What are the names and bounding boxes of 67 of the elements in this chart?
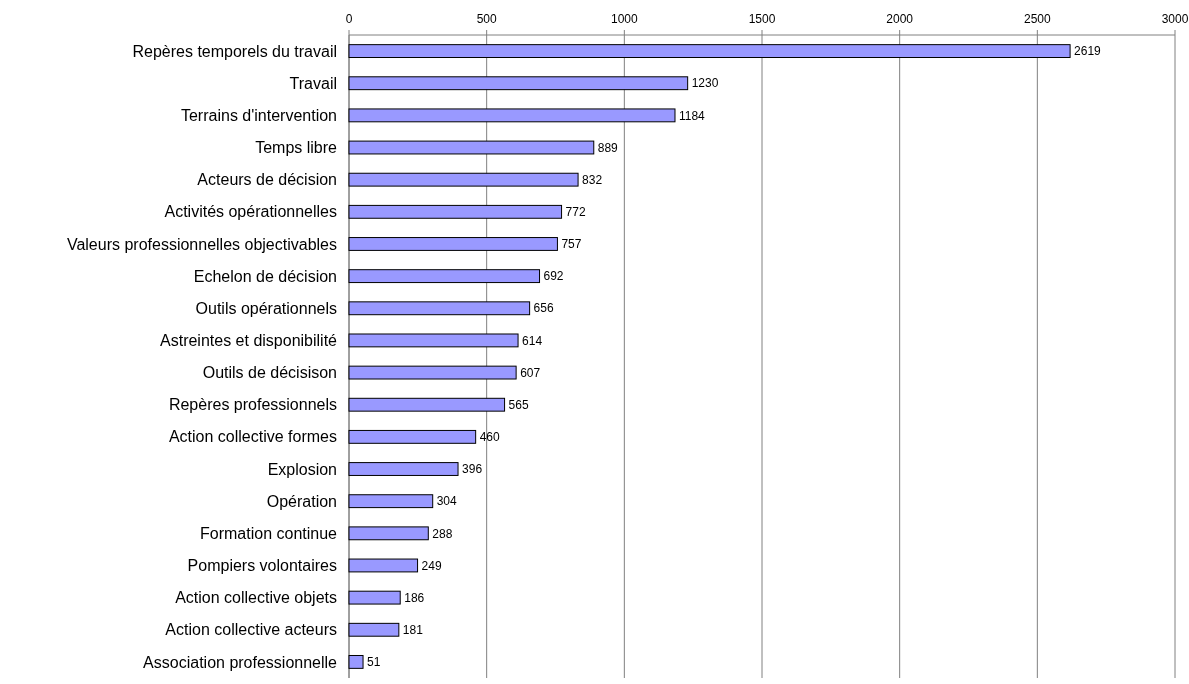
bar	[348, 365, 517, 380]
data-label: 607	[520, 365, 541, 380]
bar	[348, 590, 401, 605]
x-tick-label: 2500	[1023, 12, 1051, 26]
y-tick-label: Temps libre	[255, 139, 338, 157]
bar	[348, 237, 558, 251]
data-label: 565	[508, 397, 529, 412]
bar	[348, 108, 676, 123]
y-tick-label: Activités opérationnelles	[164, 203, 337, 221]
data-label: 832	[582, 172, 603, 187]
x-tick-label: 2000	[886, 12, 914, 26]
data-label: 1184	[678, 108, 706, 123]
bar	[348, 269, 541, 284]
x-tick-label: 3000	[1161, 12, 1189, 26]
data-label: 396	[462, 462, 483, 477]
bar	[348, 622, 400, 637]
y-tick-label: Outils de décisison	[202, 364, 337, 382]
bar	[348, 44, 1071, 59]
x-tick-label: 1000	[610, 12, 638, 26]
bar	[348, 558, 419, 573]
bar	[348, 429, 477, 444]
data-label: 304	[436, 494, 458, 509]
bar	[348, 494, 434, 509]
x-tick-label: 500	[476, 12, 497, 26]
y-tick-label: Echelon de décision	[193, 267, 337, 285]
data-label: 288	[432, 526, 453, 541]
data-label: 757	[561, 237, 582, 252]
y-tick-label: Repères temporels du travail	[132, 42, 337, 60]
x-tick-label: 1500	[748, 12, 776, 26]
x-tick-label: 0	[345, 12, 353, 26]
data-label: 656	[533, 301, 554, 316]
y-tick-label: Action collective formes	[168, 428, 337, 446]
data-label: 889	[597, 140, 619, 155]
bar	[348, 76, 689, 91]
data-label: 249	[421, 558, 442, 573]
data-label: 181	[402, 622, 424, 637]
y-tick-label: Terrains d'intervention	[180, 106, 337, 124]
bar	[348, 301, 531, 316]
y-tick-label: Astreintes et disponibilité	[160, 332, 338, 350]
bar	[348, 397, 506, 412]
y-tick-label: Valeurs professionnelles objectivables	[66, 235, 337, 253]
data-label: 51	[367, 655, 381, 670]
data-label: 1230	[691, 76, 719, 91]
bar	[348, 333, 519, 348]
bar	[348, 140, 595, 155]
bar	[348, 204, 563, 219]
y-tick-label: Action collective objets	[175, 589, 337, 607]
y-tick-label: Association professionnelle	[143, 653, 338, 671]
data-label: 460	[479, 430, 500, 445]
y-tick-label: Opération	[266, 492, 337, 510]
data-label: 692	[543, 269, 564, 284]
y-tick-label: Explosion	[267, 460, 337, 478]
bar	[348, 462, 459, 476]
y-tick-label: Acteurs de décision	[197, 171, 337, 189]
data-label: 772	[565, 205, 586, 220]
y-tick-label: Formation continue	[200, 524, 338, 542]
y-tick-label: Pompiers volontaires	[187, 557, 337, 575]
bar	[348, 172, 579, 187]
y-tick-label: Travail	[289, 74, 337, 92]
y-tick-label: Outils opérationnels	[195, 299, 337, 317]
y-tick-label: Repères professionnels	[168, 396, 337, 414]
data-label: 2619	[1074, 44, 1102, 59]
data-label: 186	[404, 590, 425, 605]
bar	[348, 526, 429, 541]
y-tick-label: Action collective acteurs	[165, 621, 337, 639]
bar	[348, 655, 364, 669]
data-label: 614	[522, 333, 543, 348]
